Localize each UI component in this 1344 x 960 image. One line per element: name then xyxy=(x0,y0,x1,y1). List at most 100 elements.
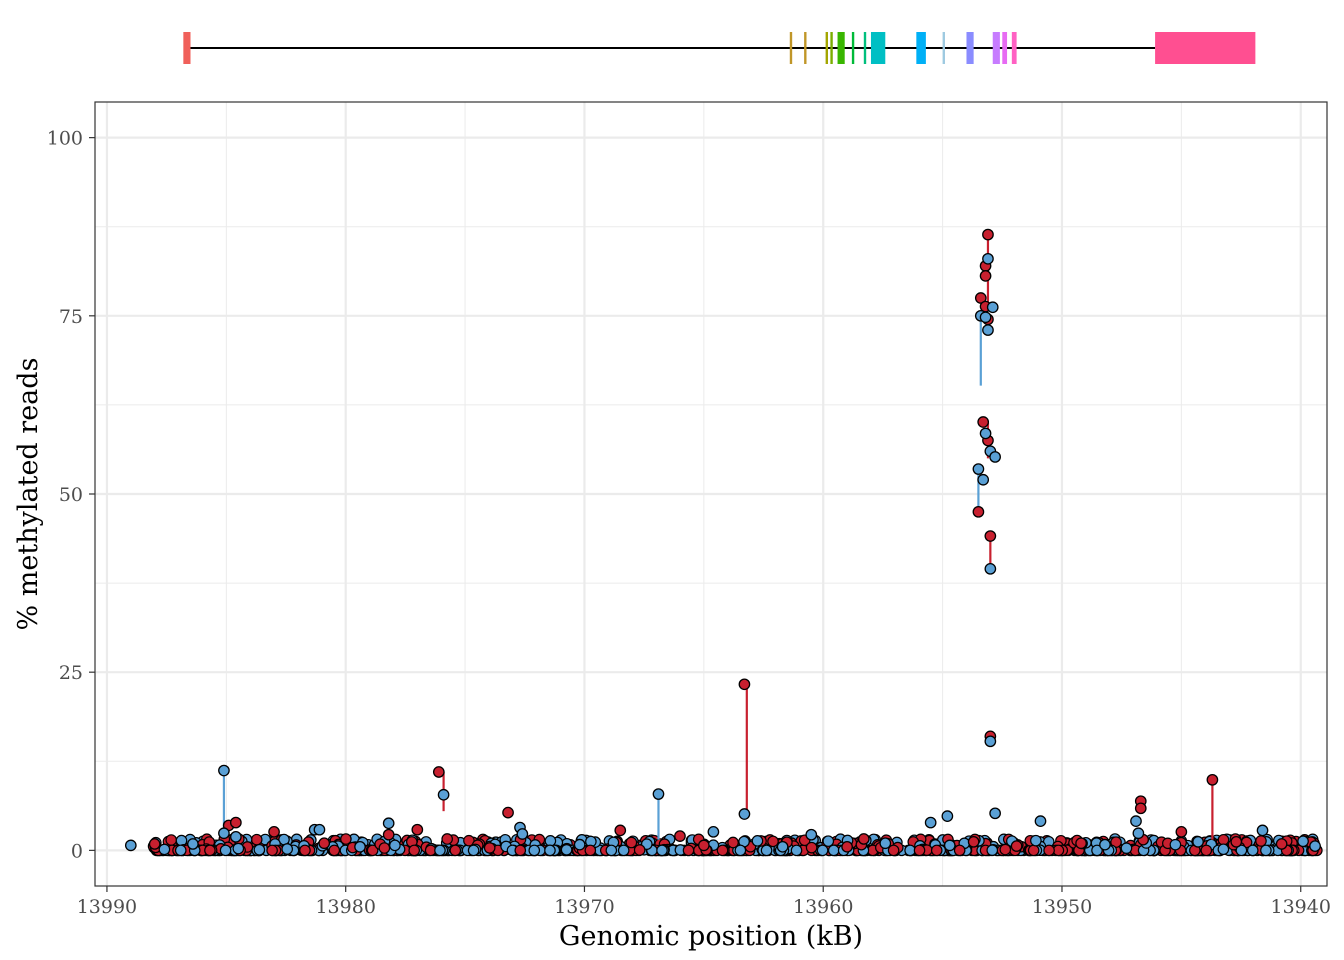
gene-track xyxy=(183,32,1256,64)
baseline-point xyxy=(751,835,764,847)
red-point xyxy=(614,824,627,837)
baseline-point xyxy=(1120,842,1133,854)
baseline-point xyxy=(913,844,926,857)
baseline-point xyxy=(1260,844,1272,857)
red-point xyxy=(382,828,395,841)
axes: 13990 13980 13970 13960 13950 13940 0 25 50 75 100 xyxy=(47,128,1331,918)
baseline-point xyxy=(656,844,668,857)
blue-point xyxy=(516,828,529,840)
blue-point xyxy=(924,816,937,829)
blue-point xyxy=(707,825,720,838)
baseline-point xyxy=(483,842,496,854)
baseline-point xyxy=(1255,835,1267,847)
baseline-point xyxy=(299,844,311,857)
baseline-point xyxy=(953,844,966,857)
baseline-point xyxy=(625,836,638,849)
baseline-point xyxy=(1246,844,1259,857)
gene-feature-block xyxy=(851,32,855,64)
baseline-point xyxy=(378,842,391,854)
blue-point xyxy=(1309,840,1321,852)
blue-point xyxy=(1034,815,1047,827)
y-tick-label: 50 xyxy=(59,484,83,506)
gridlines xyxy=(95,102,1327,886)
baseline-point xyxy=(1217,843,1230,856)
x-tick-label: 13980 xyxy=(315,896,375,918)
baseline-point xyxy=(219,844,232,857)
baseline-point xyxy=(1169,838,1182,851)
baseline-point xyxy=(408,844,421,857)
baseline-point xyxy=(822,835,835,847)
red-point xyxy=(148,838,161,850)
red-point xyxy=(1175,825,1188,838)
blue-point xyxy=(218,827,230,840)
blue-point xyxy=(652,788,665,800)
baseline-point xyxy=(767,835,779,848)
baseline-point xyxy=(1043,844,1055,857)
baseline-point xyxy=(760,844,773,857)
baseline-point xyxy=(727,836,739,849)
baseline-point xyxy=(366,844,379,857)
red-point xyxy=(984,530,997,542)
red-point xyxy=(502,806,514,819)
red-point xyxy=(230,816,242,829)
blue-point xyxy=(354,840,366,853)
baseline-point xyxy=(449,844,462,857)
gene-feature-block xyxy=(1002,32,1008,64)
baseline-point xyxy=(1030,834,1042,847)
baseline-point xyxy=(682,844,695,857)
baseline-point xyxy=(1217,833,1230,846)
baseline-point xyxy=(250,833,263,846)
baseline-point xyxy=(887,844,900,857)
x-tick-label: 13950 xyxy=(1032,896,1092,918)
blue-point xyxy=(982,252,994,265)
red-point xyxy=(738,678,751,691)
red-point xyxy=(857,833,870,845)
red-point xyxy=(1230,835,1243,848)
blue-point xyxy=(1130,815,1142,827)
blue-point xyxy=(738,808,751,820)
x-tick-label: 13990 xyxy=(77,896,137,918)
gene-feature-block xyxy=(837,32,845,64)
x-tick-label: 13970 xyxy=(554,896,614,918)
baseline-point xyxy=(328,844,341,857)
red-point xyxy=(1010,840,1023,852)
red-point xyxy=(697,839,710,852)
blue-point xyxy=(979,311,992,324)
baseline-points xyxy=(147,833,1323,857)
gene-feature-block xyxy=(942,32,945,64)
baseline-point xyxy=(389,839,401,852)
blue-point xyxy=(986,301,999,314)
blue-point xyxy=(437,788,450,801)
blue-point xyxy=(972,463,985,475)
gene-feature-block xyxy=(870,32,886,64)
y-tick-label: 75 xyxy=(59,306,83,328)
baseline-point xyxy=(986,844,999,857)
gene-feature-block xyxy=(830,32,833,64)
baseline-point xyxy=(434,844,446,857)
blue-point xyxy=(382,817,395,830)
gene-feature-block xyxy=(992,32,1000,64)
baseline-point xyxy=(1235,844,1248,857)
red-point xyxy=(967,835,980,848)
baseline-point xyxy=(340,833,352,845)
blue-point xyxy=(218,764,230,777)
gene-feature-block xyxy=(825,32,828,64)
baseline-point xyxy=(514,844,527,857)
baseline-point xyxy=(584,844,597,857)
red-point xyxy=(1075,837,1087,850)
gene-feature-block xyxy=(789,32,793,64)
red-point xyxy=(411,823,424,836)
baseline-point xyxy=(716,844,729,857)
x-axis-title: Genomic position (kB) xyxy=(559,921,863,952)
blue-point xyxy=(943,839,956,852)
blue-point xyxy=(941,810,954,823)
y-axis-title: % methylated reads xyxy=(13,358,44,631)
baseline-point xyxy=(734,844,747,857)
x-tick-label: 13960 xyxy=(793,896,853,918)
red-point xyxy=(979,270,992,282)
blue-point xyxy=(979,427,992,440)
red-point xyxy=(1206,773,1219,786)
data-points xyxy=(124,228,1321,853)
blue-point xyxy=(313,823,326,836)
